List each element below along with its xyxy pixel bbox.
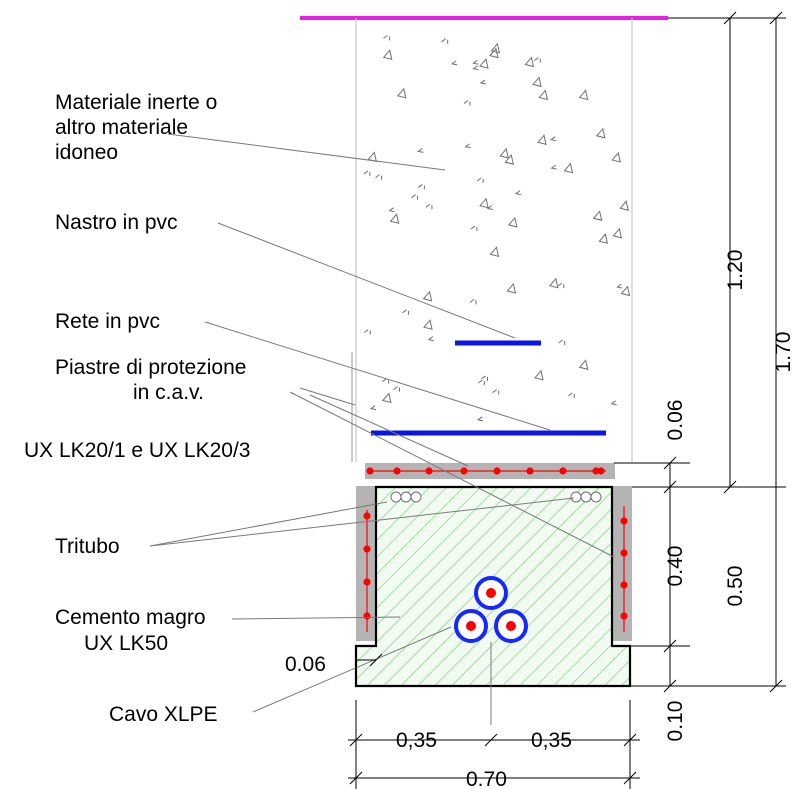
aggregate-speck — [610, 400, 617, 406]
aggregate-speck — [598, 233, 609, 244]
aggregate-speck — [422, 290, 433, 302]
aggregate-speck — [383, 35, 390, 41]
aggregate-speck — [441, 38, 449, 44]
aggregate-speck — [533, 57, 541, 63]
aggregate-speck — [504, 154, 514, 165]
aggregate-speck — [492, 389, 500, 395]
aggregate-speck — [486, 205, 493, 211]
aggregate-speck — [375, 174, 383, 180]
dim-depth-fill: 1.20 — [724, 250, 747, 291]
aggregate-speck — [418, 184, 425, 190]
aggregate-speck — [470, 225, 478, 232]
label-piastre-2: in c.a.v. — [133, 381, 204, 404]
leader-lines — [149, 133, 615, 725]
label-piastre-3: UX LK20/1 e UX LK20/3 — [24, 439, 250, 462]
aggregate-speck — [578, 359, 589, 370]
label-piastre-1: Piastre di protezione — [55, 356, 246, 379]
aggregate-speck — [490, 42, 501, 54]
aggregate-speck — [472, 65, 479, 71]
dim-half-width-left: 0,35 — [396, 729, 437, 752]
aggregate-speck — [514, 190, 522, 196]
tritubo-tubes — [390, 491, 602, 503]
aggregate-speck — [499, 147, 509, 159]
aggregate-speck — [538, 89, 549, 101]
aggregate-speck — [557, 282, 565, 289]
aggregate-speck — [479, 57, 489, 69]
aggregate-speck — [363, 329, 371, 335]
aggregate-speck — [595, 127, 606, 139]
aggregate-speck — [469, 298, 477, 305]
aggregate-speck — [620, 285, 631, 297]
label-tritubo: Tritubo — [55, 535, 120, 558]
aggregate-speck — [425, 203, 433, 210]
label-cavo-xlpe: Cavo XLPE — [109, 703, 218, 726]
aggregate-speck — [369, 405, 377, 411]
aggregate-speck — [550, 164, 557, 170]
aggregate-fill-texture — [363, 35, 631, 422]
aggregate-speck — [396, 87, 407, 99]
aggregate-speck — [489, 47, 499, 59]
aggregate-speck — [532, 76, 542, 88]
dim-box-height: 0.50 — [724, 566, 747, 607]
label-materiale-inerte-3: idoneo — [55, 141, 118, 164]
aggregate-speck — [479, 197, 489, 209]
label-cemento-1: Cemento magro — [55, 606, 206, 629]
aggregate-speck — [423, 319, 433, 330]
aggregate-speck — [489, 246, 500, 257]
aggregate-speck — [411, 194, 419, 200]
aggregate-speck — [382, 49, 393, 61]
aggregate-speck — [481, 375, 489, 381]
aggregate-speck — [534, 369, 544, 381]
aggregate-speck — [563, 162, 574, 174]
dim-inner-height: 0.40 — [664, 546, 687, 587]
label-cemento-2: UX LK50 — [84, 632, 168, 655]
dimension-lines — [348, 11, 786, 789]
aggregate-speck — [363, 170, 371, 176]
aggregate-speck — [476, 416, 484, 422]
aggregate-speck — [417, 148, 424, 153]
aggregate-speck — [507, 216, 518, 228]
aggregate-speck — [479, 79, 486, 85]
aggregate-speck — [619, 200, 629, 211]
aggregate-speck — [389, 213, 400, 224]
dim-half-width-right: 0,35 — [531, 729, 572, 752]
aggregate-speck — [427, 336, 434, 342]
aggregate-speck — [402, 309, 409, 315]
aggregate-speck — [592, 210, 603, 221]
aggregate-speck — [578, 89, 589, 101]
dim-total-width: 0.70 — [466, 768, 507, 789]
aggregate-speck — [506, 282, 517, 294]
label-materiale-inerte-2: altro materiale — [55, 116, 188, 139]
aggregate-speck — [612, 227, 623, 239]
aggregate-speck — [464, 143, 471, 149]
label-materiale-inerte-1: Materiale inerte o — [55, 91, 217, 114]
label-nastro-pvc: Nastro in pvc — [55, 211, 178, 234]
label-rete-pvc: Rete in pvc — [55, 310, 160, 333]
aggregate-speck — [567, 392, 575, 398]
aggregate-speck — [524, 56, 535, 68]
aggregate-speck — [549, 136, 557, 142]
aggregate-speck — [548, 277, 559, 289]
aggregate-speck — [537, 134, 547, 146]
dim-bottom: 0.10 — [664, 701, 687, 742]
aggregate-speck — [472, 59, 479, 65]
aggregate-speck — [388, 207, 395, 213]
aggregate-speck — [450, 60, 458, 66]
dim-depth-total: 1.70 — [772, 332, 795, 373]
aggregate-speck — [616, 283, 623, 289]
aggregate-speck — [381, 392, 392, 404]
cavo-xlpe-cables — [454, 576, 528, 643]
aggregate-speck — [611, 151, 621, 163]
aggregate-speck — [393, 386, 401, 392]
aggregate-speck — [463, 100, 471, 106]
aggregate-speck — [476, 177, 484, 183]
aggregate-speck — [478, 379, 485, 385]
aggregate-speck — [558, 339, 566, 345]
dim-side-offset: 0.06 — [285, 653, 326, 676]
dim-plate-top: 0.06 — [664, 400, 687, 441]
